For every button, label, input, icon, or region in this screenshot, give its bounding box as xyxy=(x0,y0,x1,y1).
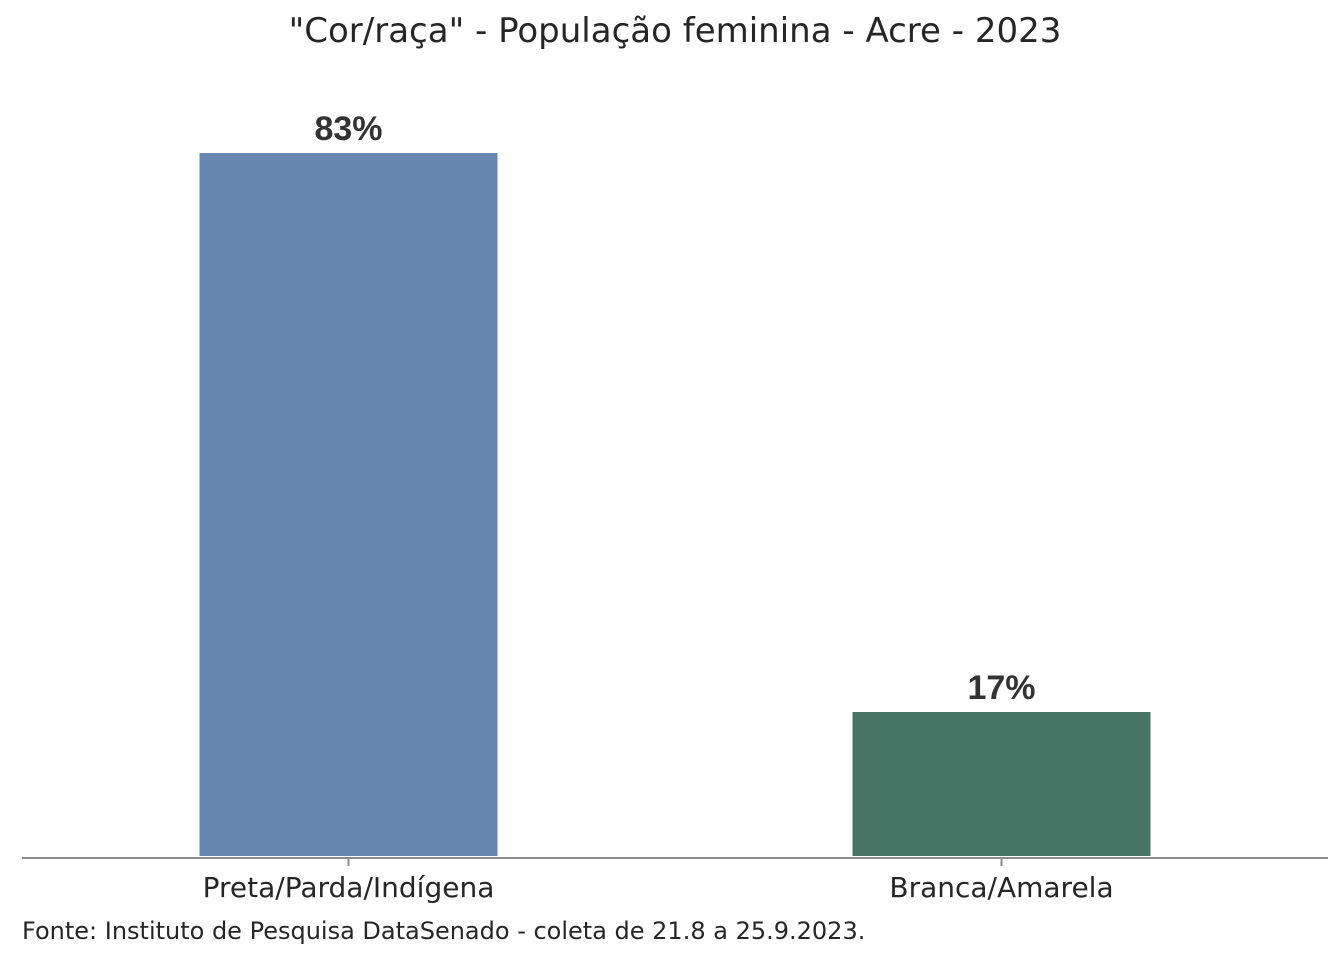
x-tick-label-0: Preta/Parda/Indígena xyxy=(203,871,495,904)
x-axis-ticks: Preta/Parda/Indígena Branca/Amarela xyxy=(203,858,1114,904)
x-tick-label-1: Branca/Amarela xyxy=(889,871,1113,904)
bar-0 xyxy=(199,153,498,856)
bar-1 xyxy=(852,712,1151,856)
chart-title: "Cor/raça" - População feminina - Acre -… xyxy=(289,11,1062,51)
data-label-1: 17% xyxy=(967,669,1035,707)
bars-group: 83% 17% xyxy=(199,110,1151,856)
data-label-0: 83% xyxy=(314,110,382,148)
source-note: Fonte: Instituto de Pesquisa DataSenado … xyxy=(22,917,865,945)
